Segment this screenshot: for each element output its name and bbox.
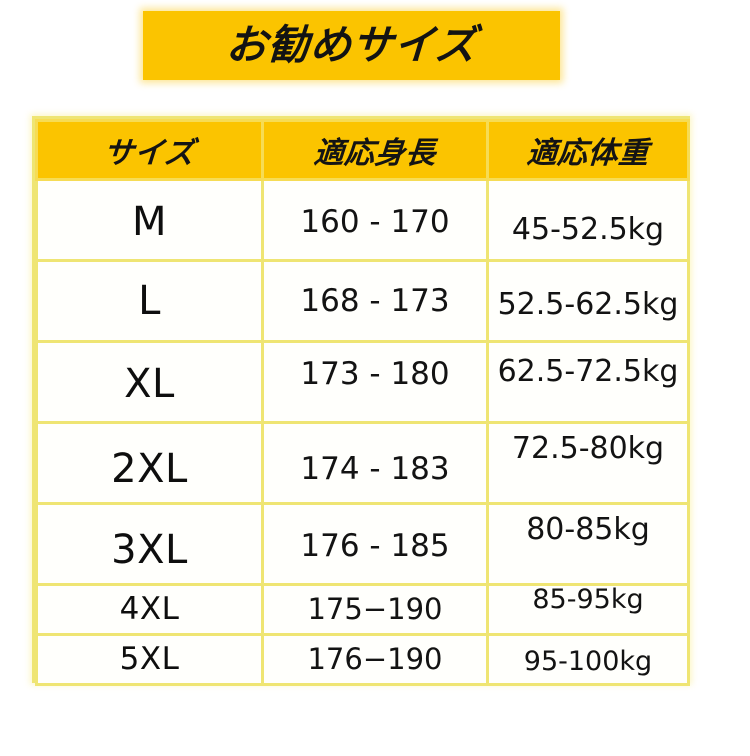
height-value: 173 - 180 (300, 355, 450, 392)
cell-weight: 72.5-80kg (486, 421, 690, 505)
cell-height: 168 - 173 (261, 259, 489, 343)
height-value: 168 - 173 (300, 282, 450, 319)
height-value: 176 - 185 (300, 527, 450, 564)
cell-size-inner: XL (40, 345, 260, 420)
cell-weight-inner: 45-52.5kg (491, 183, 686, 258)
weight-value: 52.5-62.5kg (497, 287, 679, 322)
cell-weight: 45-52.5kg (486, 178, 690, 262)
size-value: L (138, 278, 161, 324)
table-row: M 160 - 170 45-52.5kg (35, 178, 690, 262)
height-value: 175−190 (307, 592, 443, 626)
cell-height: 160 - 170 (261, 178, 489, 262)
size-value: XL (124, 361, 175, 407)
cell-size: XL (35, 340, 264, 424)
cell-size: 4XL (35, 583, 264, 636)
column-header-weight: 適応体重 (486, 119, 690, 181)
size-chart-table: サイズ 適応身長 適応体重 M 160 - 170 (35, 119, 690, 686)
weight-value: 95-100kg (523, 646, 653, 677)
cell-size-inner: 5XL (40, 638, 260, 682)
table-row: L 168 - 173 52.5-62.5kg (35, 259, 690, 343)
cell-height-inner: 168 - 173 (266, 264, 485, 339)
banner-title: お勧めサイズ (224, 21, 479, 69)
column-header-size-label: サイズ (102, 136, 196, 171)
weight-value: 85-95kg (532, 584, 644, 615)
cell-height-inner: 176−190 (266, 638, 485, 682)
cell-size: 3XL (35, 502, 264, 586)
table-row: 5XL 176−190 95-100kg (35, 633, 690, 686)
cell-size-inner: L (40, 264, 260, 339)
height-value: 176−190 (307, 642, 443, 676)
weight-value: 72.5-80kg (511, 431, 665, 466)
table-row: 4XL 175−190 85-95kg (35, 583, 690, 636)
cell-weight-inner: 80-85kg (491, 507, 686, 582)
cell-height-inner: 160 - 170 (266, 183, 485, 258)
cell-weight: 80-85kg (486, 502, 690, 586)
cell-size-inner: 4XL (40, 588, 260, 632)
weight-value: 80-85kg (526, 512, 650, 547)
cell-size: 2XL (35, 421, 264, 505)
cell-weight-inner: 95-100kg (491, 638, 686, 682)
size-value: 3XL (111, 527, 188, 573)
table-header-row: サイズ 適応身長 適応体重 (35, 119, 690, 181)
table-row: XL 173 - 180 62.5-72.5kg (35, 340, 690, 424)
cell-weight-inner: 72.5-80kg (491, 426, 686, 501)
table-row: 2XL 174 - 183 72.5-80kg (35, 421, 690, 505)
weight-value: 62.5-72.5kg (497, 354, 679, 389)
size-chart-container: サイズ 適応身長 適応体重 M 160 - 170 (32, 116, 690, 686)
cell-height: 174 - 183 (261, 421, 489, 505)
cell-size-inner: 2XL (40, 426, 260, 501)
cell-height-inner: 175−190 (266, 588, 485, 632)
cell-height-inner: 173 - 180 (266, 345, 485, 420)
cell-weight: 52.5-62.5kg (486, 259, 690, 343)
height-value: 174 - 183 (300, 450, 450, 487)
cell-weight: 85-95kg (486, 583, 690, 636)
size-value: 2XL (111, 446, 188, 492)
cell-size: M (35, 178, 264, 262)
height-value: 160 - 170 (300, 203, 450, 240)
size-value: 5XL (119, 641, 180, 677)
cell-height: 176−190 (261, 633, 489, 686)
column-header-weight-label: 適応体重 (525, 136, 650, 171)
column-header-height: 適応身長 (261, 119, 489, 181)
column-header-height-label: 適応身長 (312, 136, 437, 171)
cell-weight-inner: 52.5-62.5kg (491, 264, 686, 339)
cell-weight-inner: 62.5-72.5kg (491, 345, 686, 420)
cell-size: L (35, 259, 264, 343)
cell-height-inner: 176 - 185 (266, 507, 485, 582)
table-row: 3XL 176 - 185 80-85kg (35, 502, 690, 586)
cell-weight-inner: 85-95kg (491, 584, 686, 632)
size-value: 4XL (119, 591, 180, 627)
cell-size-inner: M (40, 183, 260, 258)
cell-height: 173 - 180 (261, 340, 489, 424)
cell-height: 175−190 (261, 583, 489, 636)
cell-weight: 62.5-72.5kg (486, 340, 690, 424)
cell-height: 176 - 185 (261, 502, 489, 586)
cell-height-inner: 174 - 183 (266, 426, 485, 501)
cell-weight: 95-100kg (486, 633, 690, 686)
recommended-size-banner: お勧めサイズ (143, 11, 560, 80)
cell-size: 5XL (35, 633, 264, 686)
size-value: M (131, 199, 167, 245)
cell-size-inner: 3XL (40, 507, 260, 582)
column-header-size: サイズ (35, 119, 264, 181)
weight-value: 45-52.5kg (511, 212, 665, 247)
